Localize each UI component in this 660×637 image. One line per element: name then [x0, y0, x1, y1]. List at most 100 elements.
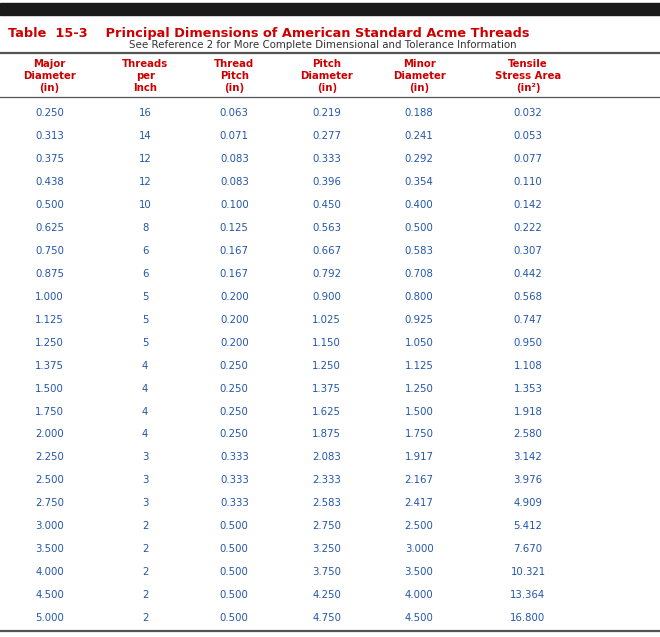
Text: 0.400: 0.400	[405, 200, 434, 210]
Text: 3.000: 3.000	[35, 521, 64, 531]
Text: 12: 12	[139, 154, 152, 164]
Text: 0.250: 0.250	[220, 429, 249, 440]
Text: 0.333: 0.333	[312, 154, 341, 164]
Text: 0.792: 0.792	[312, 269, 341, 279]
Text: 0.167: 0.167	[220, 269, 249, 279]
Text: 4.909: 4.909	[513, 498, 543, 508]
Text: 0.250: 0.250	[220, 361, 249, 371]
Text: 10: 10	[139, 200, 152, 210]
Text: 1.250: 1.250	[312, 361, 341, 371]
Text: 0.375: 0.375	[35, 154, 64, 164]
Text: 4: 4	[142, 361, 148, 371]
Text: 0.307: 0.307	[513, 246, 543, 256]
Text: 2: 2	[142, 613, 148, 623]
Text: 1.500: 1.500	[35, 383, 64, 394]
Text: Threads: Threads	[122, 59, 168, 69]
Text: 1.250: 1.250	[405, 383, 434, 394]
Text: 0.750: 0.750	[35, 246, 64, 256]
Text: 5: 5	[142, 315, 148, 325]
Text: 3.500: 3.500	[35, 544, 64, 554]
Text: 1.375: 1.375	[35, 361, 64, 371]
Text: 1.500: 1.500	[405, 406, 434, 417]
Text: 0.100: 0.100	[220, 200, 249, 210]
Text: 13.364: 13.364	[510, 590, 546, 600]
Text: per: per	[136, 71, 154, 82]
Text: 12: 12	[139, 177, 152, 187]
Text: 0.142: 0.142	[513, 200, 543, 210]
Text: Diameter: Diameter	[23, 71, 76, 82]
Text: 2.750: 2.750	[35, 498, 64, 508]
Text: 2.250: 2.250	[35, 452, 64, 462]
Text: 0.032: 0.032	[513, 108, 543, 118]
Text: 3: 3	[142, 498, 148, 508]
Text: 2.000: 2.000	[35, 429, 64, 440]
Text: Pitch: Pitch	[220, 71, 249, 82]
Text: 2.500: 2.500	[35, 475, 64, 485]
Text: 1.125: 1.125	[35, 315, 64, 325]
Text: 1.108: 1.108	[513, 361, 543, 371]
Text: 1.250: 1.250	[35, 338, 64, 348]
Text: 3.142: 3.142	[513, 452, 543, 462]
Text: 4: 4	[142, 429, 148, 440]
Text: 0.625: 0.625	[35, 223, 64, 233]
Text: Major: Major	[33, 59, 66, 69]
Text: 0.333: 0.333	[220, 475, 249, 485]
Text: 2.417: 2.417	[405, 498, 434, 508]
Text: 5.000: 5.000	[35, 613, 64, 623]
Text: 0.063: 0.063	[220, 108, 249, 118]
Text: 0.200: 0.200	[220, 315, 249, 325]
Text: 0.500: 0.500	[35, 200, 64, 210]
Text: 2: 2	[142, 544, 148, 554]
Text: 1.353: 1.353	[513, 383, 543, 394]
Text: Stress Area: Stress Area	[495, 71, 561, 82]
Text: 3: 3	[142, 452, 148, 462]
Text: 2.500: 2.500	[405, 521, 434, 531]
Text: 16: 16	[139, 108, 152, 118]
Text: 2: 2	[142, 567, 148, 577]
Text: 0.277: 0.277	[312, 131, 341, 141]
Text: 0.950: 0.950	[513, 338, 543, 348]
Text: 2.750: 2.750	[312, 521, 341, 531]
Text: 4.500: 4.500	[35, 590, 64, 600]
Text: 0.500: 0.500	[220, 613, 249, 623]
Text: 1.025: 1.025	[312, 315, 341, 325]
Text: 2.333: 2.333	[312, 475, 341, 485]
Text: 0.241: 0.241	[405, 131, 434, 141]
Text: Thread: Thread	[214, 59, 254, 69]
Text: 6: 6	[142, 269, 148, 279]
Text: 1.050: 1.050	[405, 338, 434, 348]
Text: 0.167: 0.167	[220, 246, 249, 256]
Text: 16.800: 16.800	[510, 613, 546, 623]
Text: 1.000: 1.000	[35, 292, 64, 302]
Text: 3.750: 3.750	[312, 567, 341, 577]
Text: 5.412: 5.412	[513, 521, 543, 531]
Text: Minor: Minor	[403, 59, 436, 69]
Text: 1.750: 1.750	[35, 406, 64, 417]
Text: 0.250: 0.250	[35, 108, 64, 118]
Text: 1.375: 1.375	[312, 383, 341, 394]
Text: 0.219: 0.219	[312, 108, 341, 118]
Text: 7.670: 7.670	[513, 544, 543, 554]
Bar	[0, 3, 660, 15]
Text: Table  15-3    Principal Dimensions of American Standard Acme Threads: Table 15-3 Principal Dimensions of Ameri…	[8, 27, 529, 39]
Text: 4: 4	[142, 406, 148, 417]
Text: 8: 8	[142, 223, 148, 233]
Text: 5: 5	[142, 292, 148, 302]
Text: 1.918: 1.918	[513, 406, 543, 417]
Text: See Reference 2 for More Complete Dimensional and Tolerance Information: See Reference 2 for More Complete Dimens…	[129, 40, 516, 50]
Text: 6: 6	[142, 246, 148, 256]
Text: 1.125: 1.125	[405, 361, 434, 371]
Text: 14: 14	[139, 131, 152, 141]
Text: 3: 3	[142, 475, 148, 485]
Text: 0.110: 0.110	[513, 177, 543, 187]
Text: 0.568: 0.568	[513, 292, 543, 302]
Text: 4.000: 4.000	[35, 567, 64, 577]
Text: 0.450: 0.450	[312, 200, 341, 210]
Text: 0.708: 0.708	[405, 269, 434, 279]
Text: 0.053: 0.053	[513, 131, 543, 141]
Text: 0.292: 0.292	[405, 154, 434, 164]
Text: 0.500: 0.500	[405, 223, 434, 233]
Text: 0.500: 0.500	[220, 567, 249, 577]
Text: 2: 2	[142, 590, 148, 600]
Text: 1.917: 1.917	[405, 452, 434, 462]
